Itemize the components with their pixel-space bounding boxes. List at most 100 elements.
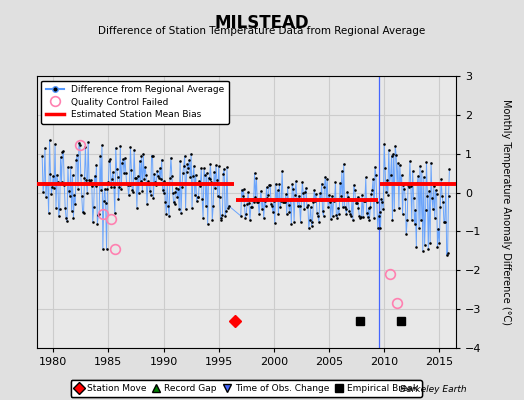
- Point: [276, 204, 285, 210]
- Point: [128, 186, 136, 193]
- Point: [46, 171, 54, 178]
- Point: [277, 198, 286, 204]
- Point: [200, 165, 208, 172]
- Point: [146, 188, 154, 194]
- Point: [130, 147, 138, 153]
- Point: [429, 206, 437, 212]
- Point: [140, 176, 148, 182]
- Point: [160, 178, 169, 184]
- Point: [264, 192, 272, 198]
- Point: [355, 213, 364, 220]
- Point: [176, 158, 184, 165]
- Point: [391, 143, 399, 149]
- Point: [162, 211, 170, 217]
- Point: [368, 187, 376, 193]
- Point: [431, 187, 440, 193]
- Point: [201, 172, 209, 178]
- Point: [94, 212, 103, 218]
- Point: [239, 186, 248, 193]
- Point: [444, 192, 453, 199]
- Point: [415, 224, 423, 231]
- Point: [192, 171, 200, 178]
- Point: [259, 215, 268, 221]
- Point: [404, 182, 412, 188]
- Point: [60, 182, 69, 188]
- Point: [142, 172, 150, 178]
- Point: [84, 139, 92, 145]
- Point: [147, 152, 156, 159]
- Legend: Station Move, Record Gap, Time of Obs. Change, Empirical Break: Station Move, Record Gap, Time of Obs. C…: [71, 380, 422, 396]
- Point: [271, 180, 280, 187]
- Point: [360, 198, 368, 204]
- Point: [406, 158, 414, 165]
- Point: [135, 190, 143, 196]
- Point: [91, 182, 100, 189]
- Point: [344, 194, 353, 200]
- Point: [296, 203, 304, 209]
- Point: [131, 175, 139, 181]
- Point: [118, 160, 126, 166]
- Point: [179, 170, 187, 176]
- Point: [153, 168, 161, 174]
- Point: [438, 193, 446, 199]
- Point: [136, 178, 145, 185]
- Point: [425, 188, 433, 194]
- Point: [272, 196, 281, 202]
- Point: [129, 188, 137, 195]
- Point: [102, 246, 111, 252]
- Point: [151, 179, 159, 185]
- Point: [303, 204, 311, 210]
- Point: [326, 216, 335, 222]
- Point: [180, 153, 189, 159]
- Point: [258, 206, 266, 212]
- Point: [397, 181, 405, 188]
- Point: [282, 211, 291, 217]
- Point: [351, 187, 359, 193]
- Point: [340, 161, 348, 167]
- Point: [364, 214, 372, 220]
- Point: [410, 220, 419, 227]
- Point: [156, 165, 164, 172]
- Point: [297, 218, 305, 225]
- Point: [416, 163, 424, 170]
- Point: [120, 170, 128, 176]
- Point: [173, 194, 181, 201]
- Point: [52, 204, 60, 211]
- Point: [124, 192, 133, 198]
- Point: [79, 210, 88, 217]
- Point: [257, 188, 265, 194]
- Point: [241, 215, 249, 221]
- Point: [167, 154, 175, 161]
- Point: [314, 213, 322, 220]
- Point: [224, 204, 232, 211]
- Point: [45, 210, 53, 216]
- Point: [149, 195, 158, 201]
- Point: [442, 181, 450, 188]
- Point: [69, 214, 78, 221]
- Point: [77, 172, 85, 178]
- Point: [261, 203, 270, 209]
- Point: [346, 211, 354, 217]
- Point: [49, 172, 58, 179]
- Point: [103, 186, 112, 192]
- Point: [315, 218, 323, 225]
- Point: [249, 199, 258, 205]
- Point: [445, 166, 454, 172]
- Point: [42, 194, 50, 200]
- Point: [67, 163, 75, 170]
- Point: [96, 153, 104, 160]
- Point: [194, 194, 203, 200]
- Point: [101, 186, 109, 192]
- Point: [386, 180, 394, 186]
- Point: [310, 187, 319, 193]
- Point: [138, 188, 147, 195]
- Point: [68, 208, 76, 214]
- Point: [418, 168, 426, 174]
- Point: [91, 173, 99, 179]
- Point: [409, 195, 418, 202]
- Point: [287, 220, 296, 227]
- Point: [299, 190, 308, 196]
- Point: [382, 189, 390, 195]
- Point: [374, 225, 382, 231]
- Point: [316, 197, 325, 203]
